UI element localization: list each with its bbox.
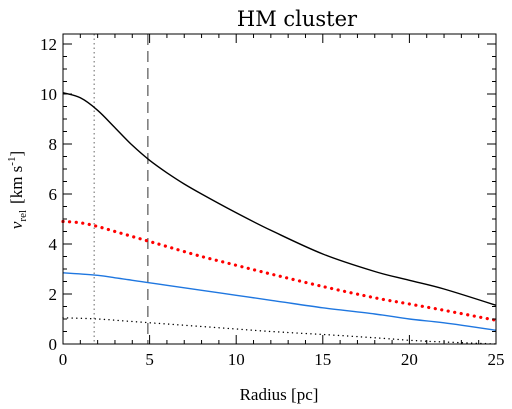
y-tick-label: 2 (49, 285, 58, 304)
x-tick-label: 0 (59, 350, 68, 369)
y-tick-labels: 0 2 4 6 8 10 12 (40, 35, 58, 354)
x-tick-label: 15 (314, 350, 331, 369)
y-tick-label: 0 (49, 335, 58, 354)
y-axis-label-unit-open: [km s (7, 166, 26, 204)
y-axis-label: vrel [km s-1] (6, 151, 29, 229)
y-axis-label-main: v (7, 221, 26, 229)
y-tick-label: 6 (49, 185, 58, 204)
y-axis-label-unit-close: ] (7, 151, 26, 157)
y-axis-label-sub: rel (17, 210, 29, 222)
series-line-0 (62, 92, 497, 306)
series-line-3 (62, 317, 497, 345)
reference-lines (93, 34, 149, 344)
y-tick-label: 10 (40, 85, 57, 104)
plot-frame (62, 33, 497, 345)
x-tick-label: 20 (401, 350, 418, 369)
series-line-1 (61, 219, 498, 322)
x-tick-label: 10 (228, 350, 245, 369)
y-tick-label: 12 (40, 35, 57, 54)
y-tick-label: 8 (49, 135, 58, 154)
x-axis-label: Radius [pc] (240, 385, 319, 404)
x-tick-labels: 0 5 10 15 20 25 (59, 350, 505, 369)
x-tick-label: 5 (145, 350, 154, 369)
y-tick-label: 4 (49, 235, 58, 254)
y-axis-label-unit-sup: -1 (6, 157, 18, 166)
series-group (61, 92, 498, 345)
axis-ticks (62, 34, 497, 345)
x-tick-label: 25 (488, 350, 505, 369)
chart-title: HM cluster (237, 7, 358, 31)
series-line-2 (62, 272, 497, 331)
